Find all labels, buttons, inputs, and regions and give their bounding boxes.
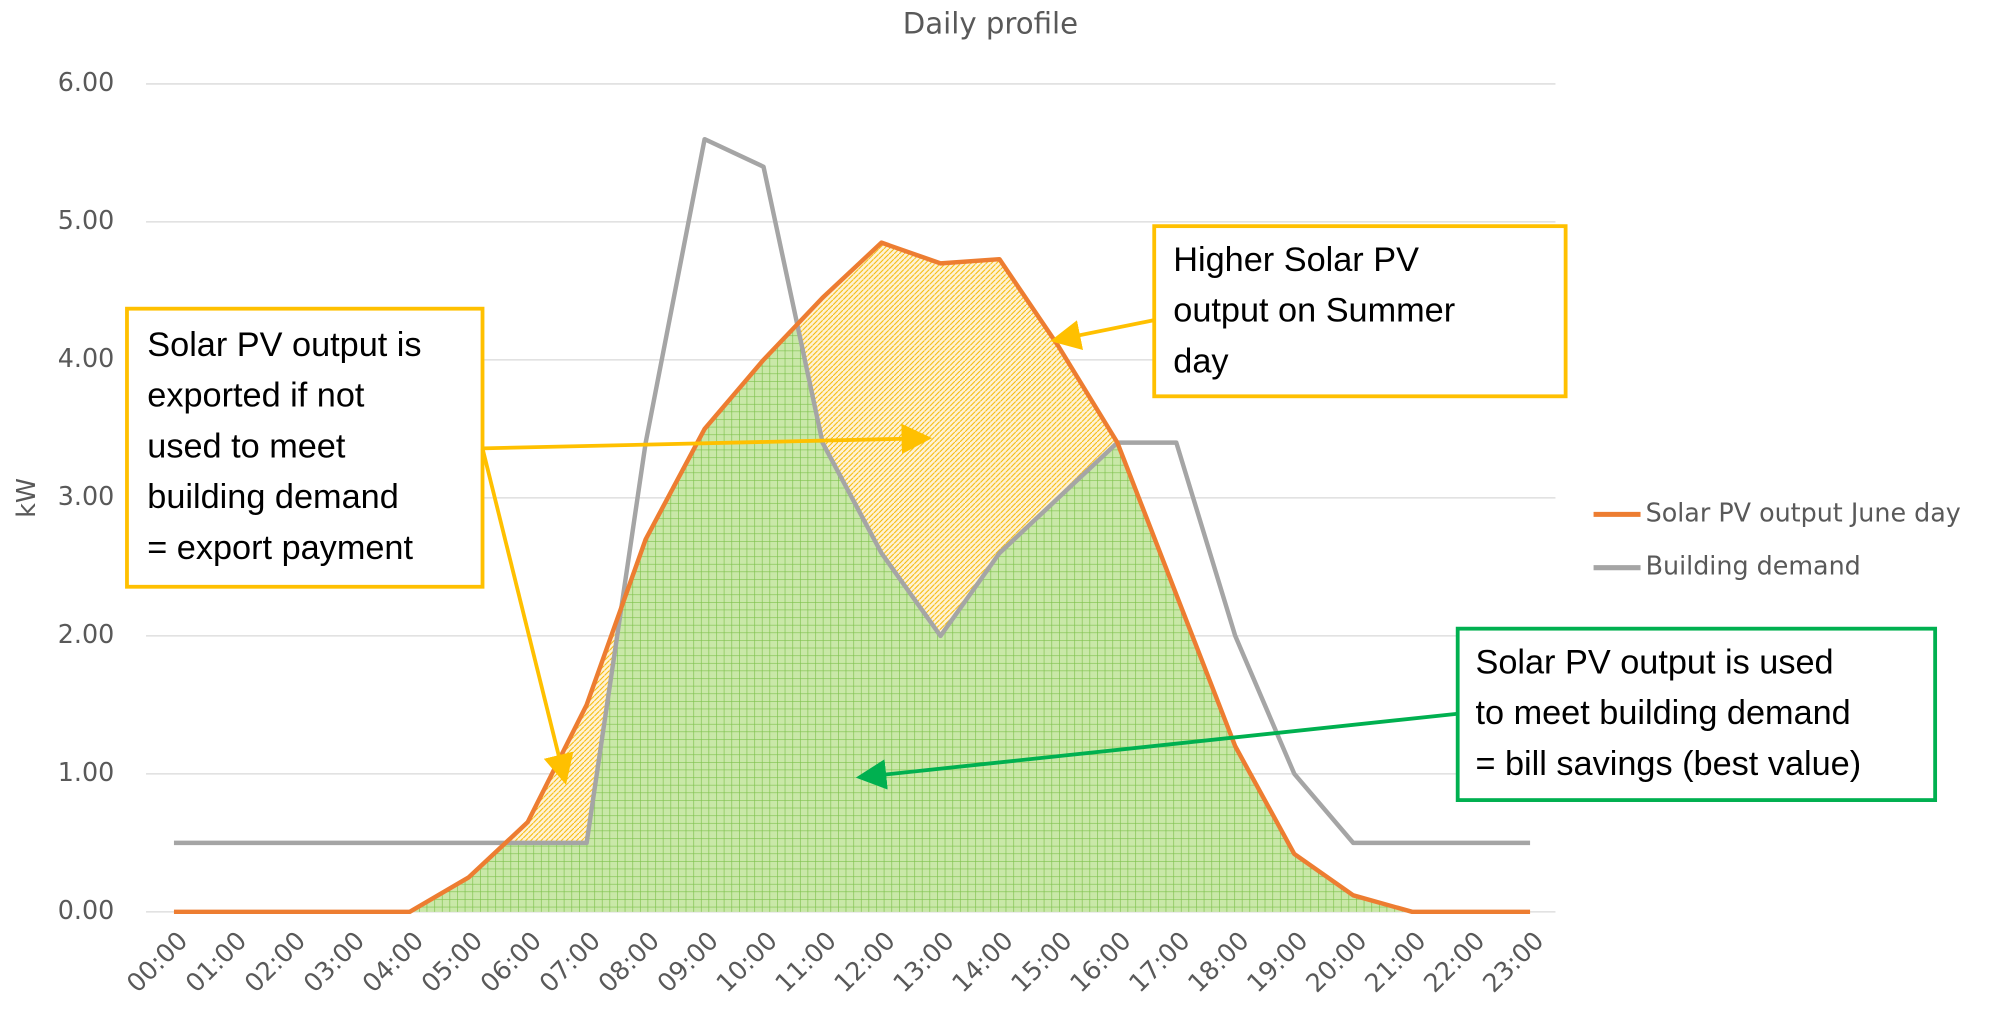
y-tick-label: 1.00 xyxy=(58,757,115,787)
export-area xyxy=(173,242,1531,912)
annotation-text: = bill savings (best value) xyxy=(1475,745,1861,783)
x-tick-label: 20:00 xyxy=(1300,925,1373,998)
x-tick-label: 15:00 xyxy=(1005,925,1078,998)
x-tick-label: 18:00 xyxy=(1182,925,1255,998)
x-tick-label: 09:00 xyxy=(651,925,724,998)
y-axis-label: kW xyxy=(11,478,41,518)
self-use-area xyxy=(173,324,1531,912)
y-tick-label: 2.00 xyxy=(58,619,115,649)
annotation-text: Solar PV output is xyxy=(147,326,421,364)
x-tick-label: 19:00 xyxy=(1241,925,1314,998)
x-tick-label: 08:00 xyxy=(592,925,665,998)
annotation-box xyxy=(1152,224,1568,399)
annotation-text: = export payment xyxy=(147,529,413,567)
arrow xyxy=(480,447,574,785)
arrow xyxy=(1050,318,1155,351)
y-tick-label: 3.00 xyxy=(58,481,115,511)
x-tick-label: 14:00 xyxy=(946,925,1019,998)
y-tick-label: 4.00 xyxy=(58,343,115,373)
arrows xyxy=(480,318,1458,790)
x-tick-label: 12:00 xyxy=(828,925,901,998)
x-tick-label: 04:00 xyxy=(356,925,429,998)
legend-label: Building demand xyxy=(1646,551,1861,581)
series-line xyxy=(173,136,1531,846)
y-tick-label: 0.00 xyxy=(58,895,115,925)
x-tick-label: 22:00 xyxy=(1418,925,1491,998)
annotation-text: building demand xyxy=(147,478,398,516)
annotation-text: used to meet xyxy=(147,427,346,465)
x-tick-label: 02:00 xyxy=(238,925,311,998)
arrow xyxy=(482,423,933,455)
annotation-text: output on Summer xyxy=(1173,292,1455,330)
x-tick-label: 16:00 xyxy=(1064,925,1137,998)
plot-area xyxy=(146,83,1556,915)
arrow xyxy=(855,711,1458,790)
chart-title: Daily profile xyxy=(903,7,1078,41)
series-line xyxy=(173,240,1531,915)
x-tick-label: 10:00 xyxy=(710,925,783,998)
x-tick-label: 17:00 xyxy=(1123,925,1196,998)
annotation-box xyxy=(125,306,485,589)
x-tick-label: 13:00 xyxy=(887,925,960,998)
y-tick-label: 5.00 xyxy=(58,205,115,235)
y-tick-label: 6.00 xyxy=(58,67,115,97)
x-tick-label: 23:00 xyxy=(1476,925,1549,998)
x-tick-label: 03:00 xyxy=(297,925,370,998)
annotation-text: Solar PV output is used xyxy=(1475,643,1833,681)
x-tick-label: 06:00 xyxy=(474,925,547,998)
annotation-text: Higher Solar PV xyxy=(1173,241,1419,279)
annotation-text: exported if not xyxy=(147,377,365,415)
x-tick-label: 07:00 xyxy=(533,925,606,998)
annotation-text: to meet building demand xyxy=(1475,694,1850,732)
annotation-box xyxy=(1455,626,1938,802)
x-tick-label: 11:00 xyxy=(769,925,842,998)
x-tick-label: 01:00 xyxy=(179,925,252,998)
legend-label: Solar PV output June day xyxy=(1646,497,1961,527)
x-tick-label: 21:00 xyxy=(1359,925,1432,998)
x-tick-label: 05:00 xyxy=(415,925,488,998)
x-tick-label: 00:00 xyxy=(120,925,193,998)
annotation-text: day xyxy=(1173,342,1229,380)
